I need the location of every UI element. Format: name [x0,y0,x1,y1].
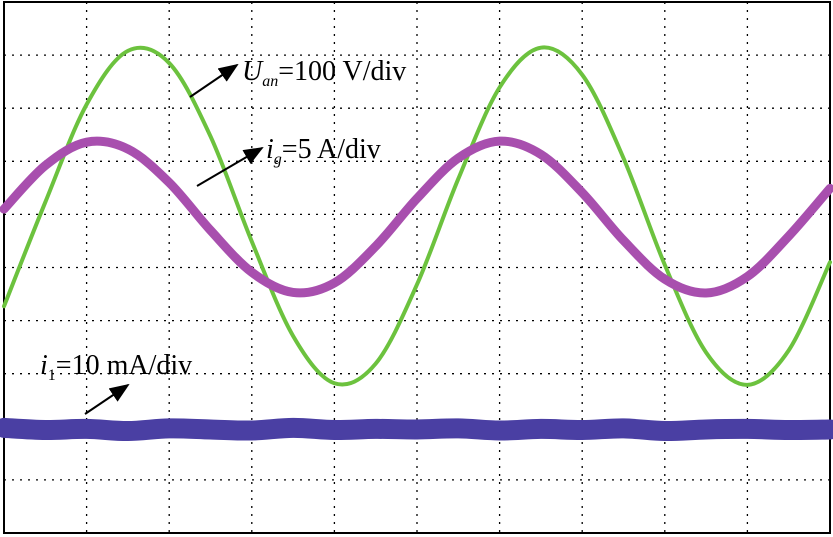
label-text: =5 A/div [282,134,381,165]
trace-label: Uan=100 V/div [242,56,406,90]
trace [0,136,833,298]
annotations: Uan=100 V/div ig=5 A/div i1=10 mA/div [40,56,406,415]
trace [2,45,832,387]
label-text: =100 V/div [278,56,406,87]
arrow [84,383,130,415]
subscript: g [274,151,282,168]
label-text: =10 mA/div [56,350,192,381]
symbol: i [40,350,48,381]
trace [0,417,833,442]
arrow [189,63,239,98]
trace-label: ig=5 A/div [266,134,381,168]
symbol: U [242,56,264,87]
trace-label: i1=10 mA/div [40,350,192,384]
arrow [196,146,264,187]
subscript: 1 [48,367,56,384]
symbol: i [266,134,274,165]
subscript: an [262,73,278,90]
